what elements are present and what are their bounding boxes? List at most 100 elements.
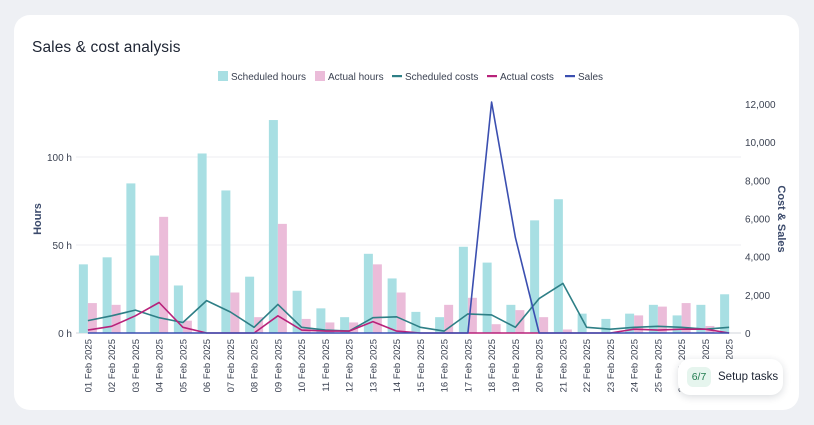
x-tick-label: 12 Feb 2025	[345, 339, 356, 392]
actual-hours-bar	[182, 320, 192, 333]
scheduled-hours-bar	[648, 304, 658, 333]
scheduled-hours-bar	[482, 262, 492, 333]
actual-hours-bar	[467, 297, 477, 333]
x-tick-label: 01 Feb 2025	[83, 339, 94, 392]
y-right-axis-label: Cost & Sales	[775, 185, 787, 252]
y-left-tick-label: 100 h	[47, 153, 72, 164]
legend-label: Scheduled hours	[231, 72, 306, 83]
actual-hours-bar	[301, 318, 311, 333]
actual-hours-bar	[444, 304, 454, 333]
actual-hours-bar	[277, 223, 287, 333]
scheduled-hours-bar	[720, 294, 730, 333]
actual-hours-bar	[230, 292, 240, 333]
actual-hours-bar	[254, 317, 264, 333]
scheduled-costs-line	[87, 282, 730, 332]
scheduled-hours-bar	[411, 311, 421, 333]
y-right-tick-label: 10,000	[745, 138, 776, 149]
sales-line	[87, 101, 730, 334]
x-tick-label: 21 Feb 2025	[558, 339, 569, 392]
x-tick-label: 17 Feb 2025	[463, 339, 474, 392]
y-left-tick-label: 50 h	[53, 241, 72, 252]
actual-hours-bar	[657, 306, 667, 333]
scheduled-hours-bar	[696, 304, 706, 333]
scheduled-hours-bar	[126, 183, 136, 333]
legend-label: Actual hours	[328, 72, 384, 83]
scheduled-hours-bar	[102, 257, 112, 333]
actual-hours-bar	[539, 317, 549, 333]
actual-hours-bar	[562, 329, 572, 333]
x-tick-label: 09 Feb 2025	[273, 339, 284, 392]
x-tick-label: 05 Feb 2025	[178, 339, 189, 392]
x-tick-label: 02 Feb 2025	[107, 339, 118, 392]
legend-label: Actual costs	[500, 72, 554, 83]
legend-swatch	[487, 75, 497, 78]
actual-hours-bar	[87, 303, 97, 333]
y-right-tick-label: 0	[745, 329, 751, 340]
legend-label: Sales	[578, 72, 603, 83]
actual-hours-bar	[681, 303, 691, 333]
scheduled-hours-bar	[245, 276, 255, 333]
scheduled-hours-bar	[672, 315, 682, 333]
scheduled-hours-bar	[530, 220, 540, 333]
x-tick-label: 24 Feb 2025	[630, 339, 641, 392]
actual-hours-bar	[159, 216, 169, 333]
setup-progress-badge: 6/7	[687, 367, 711, 387]
legend-swatch	[218, 71, 228, 81]
actual-hours-bar	[491, 324, 501, 333]
x-tick-label: 10 Feb 2025	[297, 339, 308, 392]
scheduled-hours-bar	[577, 313, 587, 333]
scheduled-hours-bar	[340, 317, 350, 333]
x-tick-label: 03 Feb 2025	[131, 339, 142, 392]
scheduled-hours-bar	[458, 246, 468, 333]
scheduled-hours-bar	[268, 120, 278, 333]
x-tick-label: 16 Feb 2025	[440, 339, 451, 392]
x-tick-label: 07 Feb 2025	[226, 339, 237, 392]
x-tick-label: 23 Feb 2025	[606, 339, 617, 392]
actual-hours-bar	[372, 264, 382, 333]
y-left-tick-label: 0 h	[58, 329, 72, 340]
y-right-tick-label: 6,000	[745, 215, 770, 226]
setup-tasks-label: Setup tasks	[718, 371, 779, 383]
x-tick-label: 18 Feb 2025	[487, 339, 498, 392]
y-right-tick-label: 12,000	[745, 100, 776, 111]
x-tick-label: 13 Feb 2025	[368, 339, 379, 392]
scheduled-hours-bar	[435, 317, 445, 333]
setup-tasks-button[interactable]: 6/7 Setup tasks	[678, 359, 783, 395]
x-tick-label: 08 Feb 2025	[250, 339, 261, 392]
y-left-axis-label: Hours	[32, 203, 44, 235]
scheduled-hours-bar	[601, 318, 611, 333]
x-tick-label: 25 Feb 2025	[653, 339, 664, 392]
scheduled-hours-bar	[221, 190, 231, 333]
x-tick-label: 06 Feb 2025	[202, 339, 213, 392]
actual-hours-bar	[325, 322, 335, 333]
scheduled-hours-bar	[625, 313, 635, 333]
x-tick-label: 14 Feb 2025	[392, 339, 403, 392]
scheduled-hours-bar	[150, 255, 160, 333]
scheduled-hours-bar	[292, 290, 302, 333]
chart-card	[14, 15, 799, 410]
scheduled-hours-bar	[387, 278, 397, 333]
scheduled-hours-bar	[316, 308, 326, 333]
actual-hours-bar	[111, 304, 121, 333]
scheduled-hours-bar	[506, 304, 516, 333]
legend-swatch	[315, 71, 325, 81]
legend-swatch	[392, 75, 402, 78]
y-right-tick-label: 2,000	[745, 291, 770, 302]
scheduled-hours-bar	[553, 199, 563, 333]
x-tick-label: 20 Feb 2025	[535, 339, 546, 392]
actual-hours-bar	[396, 292, 406, 333]
x-tick-label: 04 Feb 2025	[155, 339, 166, 392]
x-tick-label: 22 Feb 2025	[582, 339, 593, 392]
scheduled-hours-bar	[78, 264, 88, 333]
scheduled-hours-bar	[363, 253, 373, 333]
chart-title: Sales & cost analysis	[32, 39, 181, 56]
x-tick-label: 11 Feb 2025	[321, 339, 332, 392]
y-right-tick-label: 4,000	[745, 253, 770, 264]
legend-swatch	[565, 75, 575, 78]
actual-hours-bar	[634, 315, 644, 333]
scheduled-hours-bar	[173, 285, 183, 333]
x-tick-label: 15 Feb 2025	[416, 339, 427, 392]
x-tick-label: 19 Feb 2025	[511, 339, 522, 392]
y-right-tick-label: 8,000	[745, 176, 770, 187]
